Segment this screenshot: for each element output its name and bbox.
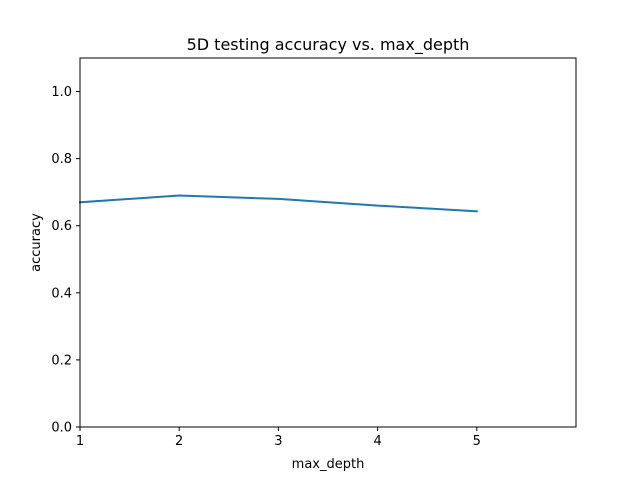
x-tick-label: 3	[274, 434, 282, 449]
x-axis-ticks: 1 2 3 4 5	[76, 427, 481, 449]
y-axis-ticks: 0.0 0.2 0.4 0.6 0.8 1.0	[51, 85, 80, 436]
y-tick-label: 0.2	[51, 353, 72, 368]
y-tick-label: 1.0	[51, 85, 72, 100]
y-axis-label: accuracy	[29, 213, 44, 272]
y-tick-label: 0.6	[51, 219, 72, 234]
x-tick-label: 5	[473, 434, 481, 449]
x-axis-label: max_depth	[292, 457, 365, 472]
plot-area	[80, 58, 576, 427]
y-tick-label: 0.8	[51, 152, 72, 167]
x-tick-label: 4	[373, 434, 381, 449]
y-tick-label: 0.4	[51, 286, 72, 301]
plot-frame	[79, 57, 577, 428]
x-tick-label: 1	[76, 434, 84, 449]
chart-title: 5D testing accuracy vs. max_depth	[187, 35, 470, 55]
y-tick-label: 0.0	[51, 421, 72, 436]
series-line	[78, 194, 478, 213]
x-tick-label: 2	[175, 434, 183, 449]
series-layer	[78, 194, 478, 213]
